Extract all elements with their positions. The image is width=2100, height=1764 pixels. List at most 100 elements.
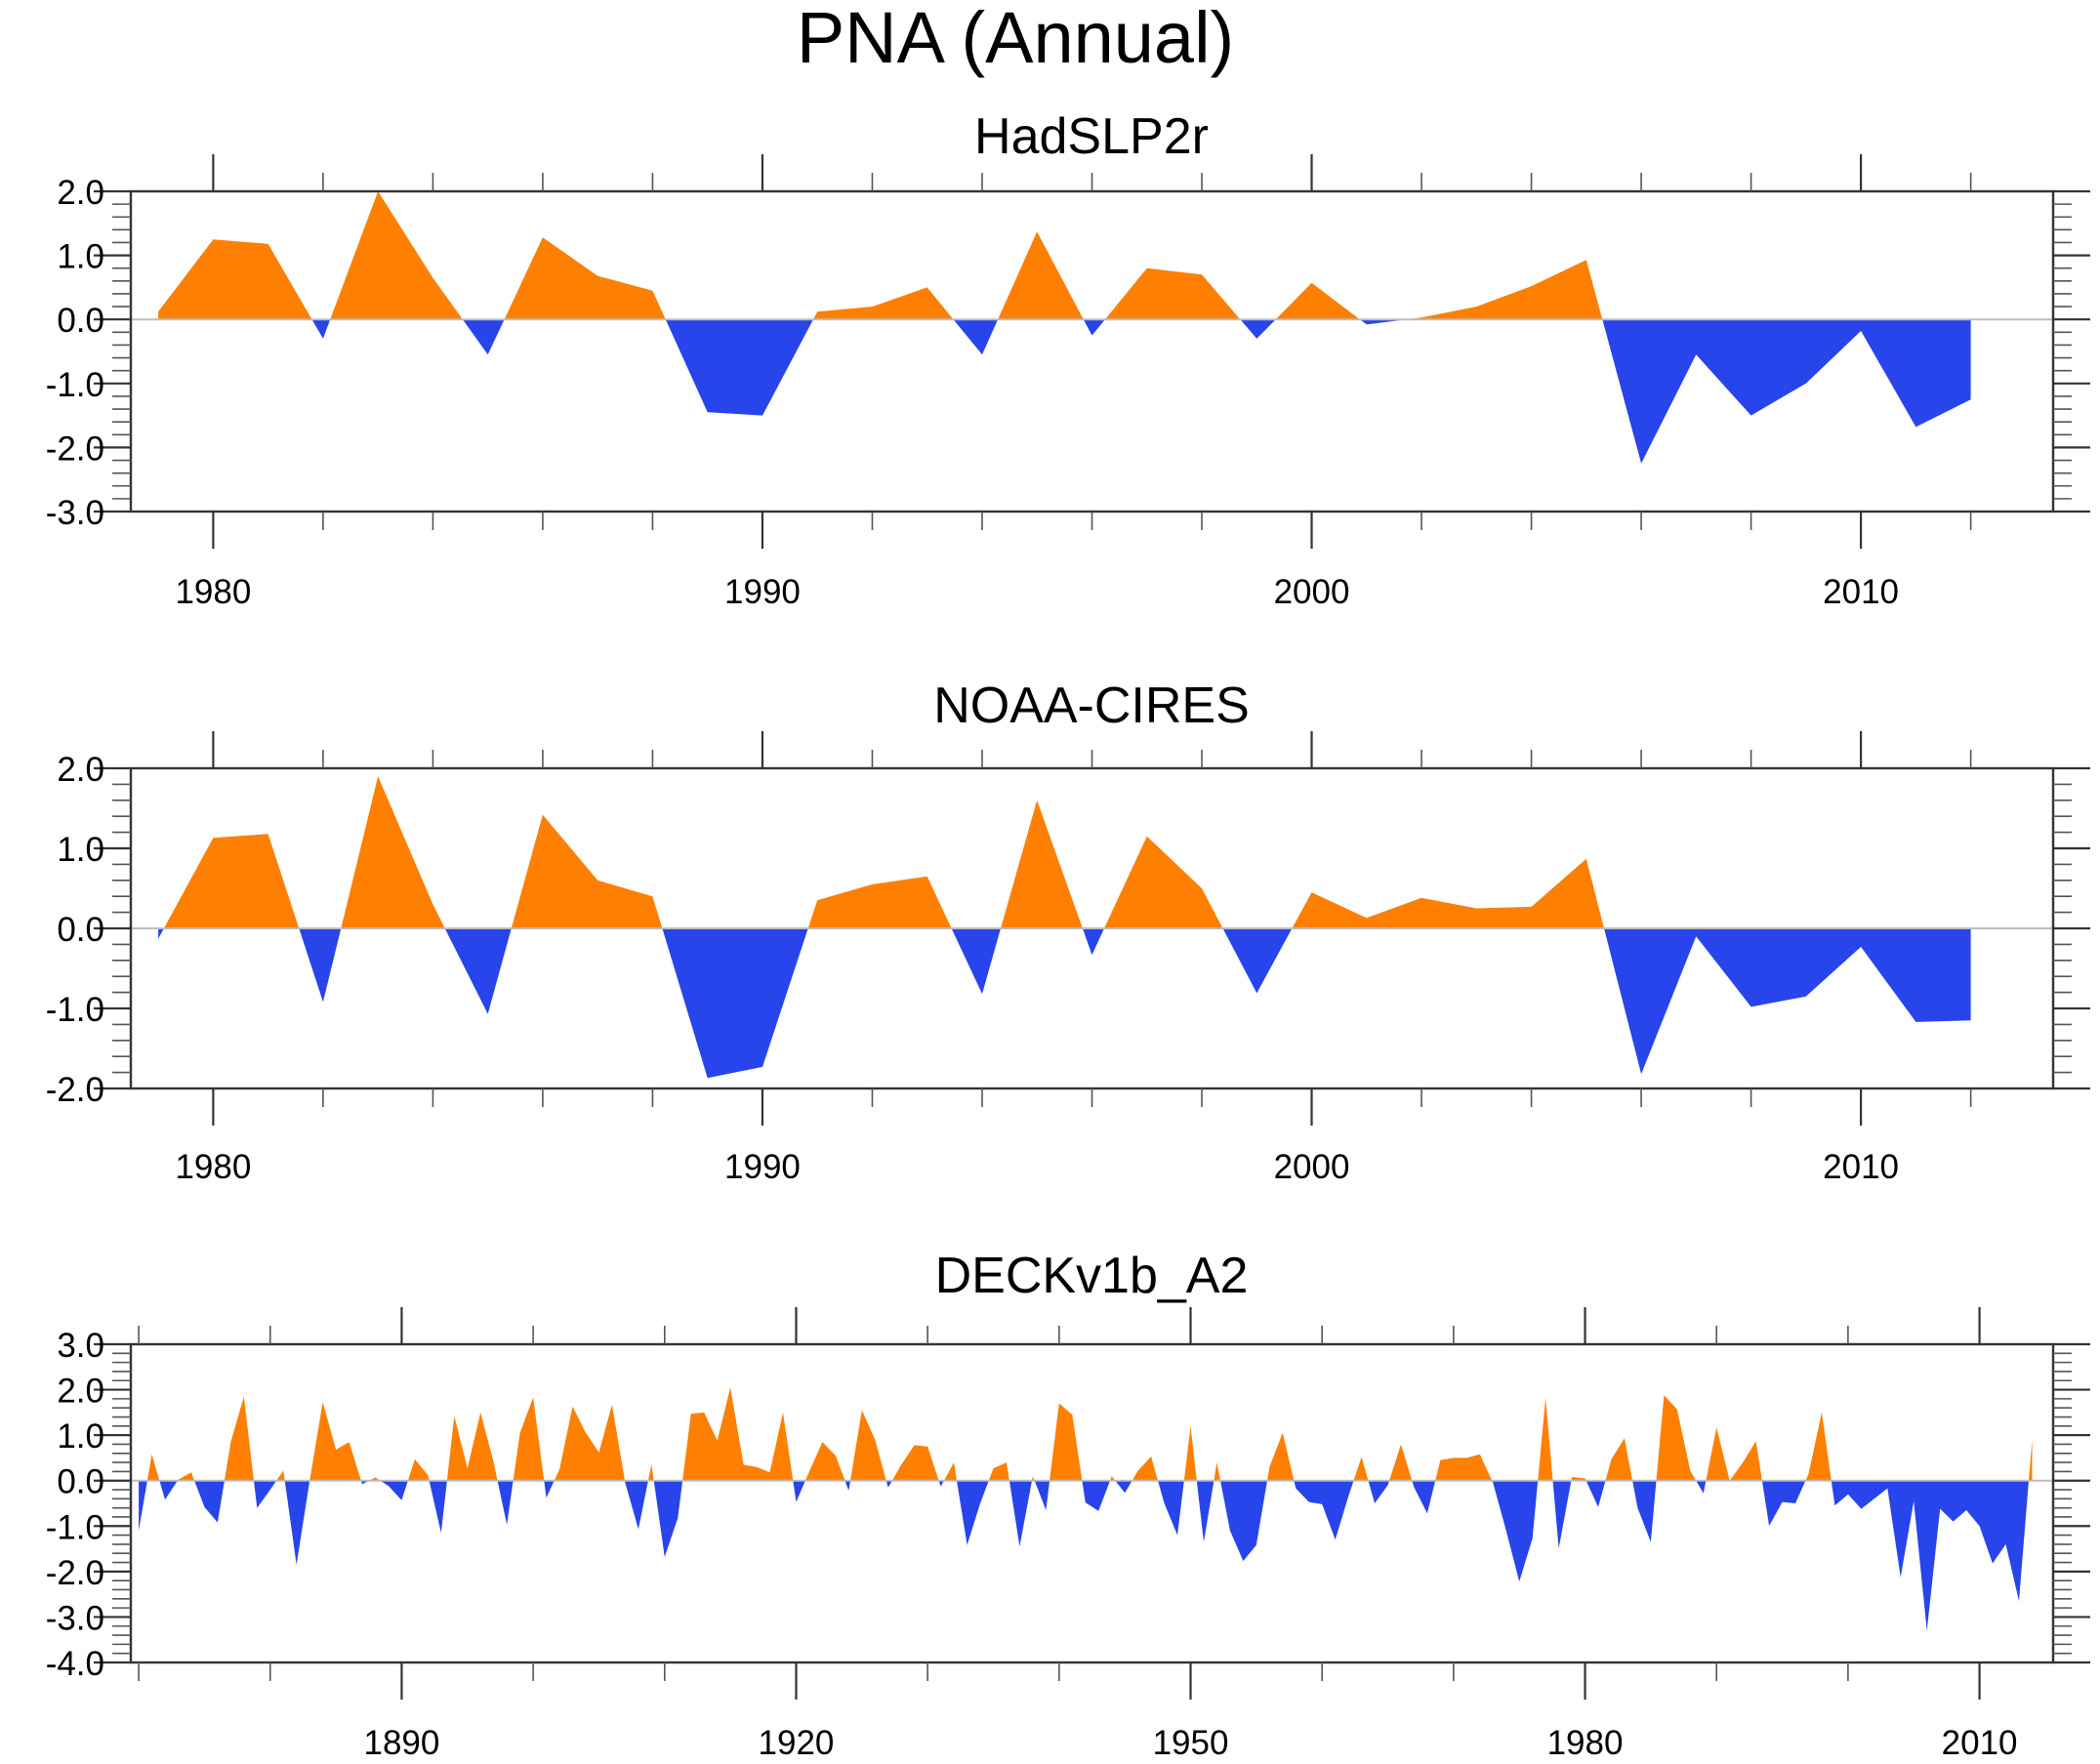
negative-anomaly-area (1083, 319, 1105, 336)
y-tick-label: 3.0 (57, 1327, 104, 1365)
positive-anomaly-area (1132, 1456, 1158, 1481)
positive-anomaly-area (813, 287, 954, 320)
positive-anomaly-area (1353, 1456, 1369, 1481)
negative-anomaly-area (429, 1480, 447, 1534)
positive-anomaly-area (1032, 1476, 1035, 1481)
positive-anomaly-area (804, 1442, 845, 1481)
negative-anomaly-area (953, 319, 999, 355)
x-tick-label: 2010 (1823, 1148, 1899, 1186)
panel-title: DECKv1b_A2 (935, 1248, 1249, 1304)
panel-noaa-cires: NOAA-CIRES 2.0 1.0 0.0 -1.0 -2.0 1980 1990 2000… (46, 677, 2090, 1186)
y-tick-label: 2.0 (57, 1373, 104, 1411)
panel-deckv1b-a2: DECKv1b_A2 3.0 2.0 1.0 0.0 -1.0 -2.0 -3.0 -4.0 1… (46, 1248, 2090, 1762)
positive-anomaly-area (407, 1458, 430, 1481)
positive-anomaly-area (807, 876, 952, 928)
negative-anomaly-area (1552, 1480, 1572, 1549)
positive-anomaly-area (1805, 1412, 1832, 1481)
negative-anomaly-area (938, 1480, 944, 1487)
panel-hadslp2r: HadSLP2r 2.0 1.0 0.0 -1.0 -2.0 -3.0 1980 1990 20… (46, 108, 2090, 611)
positive-anomaly-area (1214, 1462, 1220, 1481)
negative-anomaly-area (1604, 928, 1971, 1075)
y-tick-label: 1.0 (57, 238, 104, 276)
x-tick-label: 1980 (1547, 1724, 1624, 1762)
negative-anomaly-area (957, 1480, 989, 1545)
negative-anomaly-area (194, 1480, 225, 1523)
negative-anomaly-area (1831, 1480, 2029, 1631)
negative-anomaly-area (497, 1480, 514, 1525)
x-tick-label: 2000 (1274, 1148, 1350, 1186)
negative-anomaly-area (1220, 1480, 1267, 1562)
negative-anomaly-area (1240, 319, 1276, 339)
positive-anomaly-area (682, 1387, 794, 1481)
negative-anomaly-area (844, 1480, 850, 1491)
negative-anomaly-area (1761, 1480, 1806, 1527)
positive-anomaly-area (1435, 1454, 1493, 1481)
negative-anomaly-area (544, 1480, 555, 1498)
positive-anomaly-area (1183, 1425, 1197, 1481)
positive-anomaly-area (1267, 1432, 1295, 1481)
x-tick-label: 2000 (1274, 573, 1350, 611)
positive-anomaly-area (224, 1396, 254, 1481)
positive-anomaly-area (1110, 1476, 1116, 1481)
positive-anomaly-area (330, 191, 463, 320)
negative-anomaly-area (444, 928, 512, 1014)
positive-anomaly-area (146, 1454, 160, 1481)
y-tick-label: -3.0 (46, 1599, 104, 1637)
plot-frame (129, 1342, 2055, 1664)
negative-anomaly-area (951, 928, 1001, 995)
positive-anomaly-area (341, 776, 445, 928)
positive-anomaly-area (891, 1445, 939, 1481)
negative-anomaly-area (284, 1480, 310, 1565)
positive-anomaly-area (850, 1410, 886, 1481)
figure-title: PNA (Annual) (797, 0, 1234, 78)
x-tick-label: 1990 (724, 1148, 801, 1186)
negative-anomaly-area (462, 319, 505, 355)
y-tick-label: 1.0 (57, 1417, 104, 1456)
y-tick-label: 1.0 (57, 831, 104, 869)
negative-anomaly-area (254, 1480, 277, 1508)
negative-anomaly-area (653, 1480, 683, 1557)
negative-anomaly-area (1602, 319, 1971, 464)
y-tick-label: 0.0 (57, 302, 104, 340)
negative-anomaly-area (1368, 1480, 1389, 1503)
y-tick-label: -3.0 (46, 494, 104, 532)
x-tick-label: 1890 (364, 1724, 440, 1762)
positive-anomaly-area (1104, 836, 1223, 928)
positive-anomaly-area (1406, 260, 1603, 320)
x-tick-label: 1950 (1153, 1724, 1229, 1762)
negative-anomaly-area (665, 319, 813, 416)
y-tick-label: 0.0 (57, 1463, 104, 1501)
negative-anomaly-area (159, 1480, 178, 1500)
negative-anomaly-area (1696, 1480, 1707, 1494)
negative-anomaly-area (1034, 1480, 1050, 1510)
positive-anomaly-area (647, 1463, 654, 1481)
positive-anomaly-area (309, 1402, 361, 1481)
y-tick-label: -1.0 (46, 1508, 104, 1546)
x-tick-label: 2010 (1942, 1724, 2018, 1762)
positive-anomaly-area (177, 1472, 195, 1481)
positive-anomaly-area (2029, 1439, 2033, 1481)
x-tick-label: 1990 (724, 573, 801, 611)
y-tick-label: -1.0 (46, 991, 104, 1029)
positive-anomaly-area (163, 834, 300, 928)
x-tick-label: 2010 (1823, 573, 1899, 611)
x-tick-label: 1920 (759, 1724, 835, 1762)
positive-anomaly-area (504, 237, 666, 320)
positive-anomaly-area (1275, 282, 1360, 320)
x-tick-label: 1980 (175, 1148, 251, 1186)
negative-anomaly-area (1585, 1480, 1606, 1507)
negative-anomaly-area (1115, 1480, 1132, 1494)
positive-anomaly-area (1104, 267, 1241, 320)
negative-anomaly-area (625, 1480, 648, 1530)
negative-anomaly-area (158, 928, 164, 939)
x-tick-label: 1980 (175, 573, 251, 611)
negative-anomaly-area (662, 928, 808, 1079)
negative-anomaly-area (1632, 1480, 1657, 1542)
positive-anomaly-area (158, 239, 312, 320)
positive-anomaly-area (1538, 1398, 1553, 1481)
positive-anomaly-area (1050, 1403, 1083, 1481)
positive-anomaly-area (513, 1397, 545, 1481)
y-tick-label: 2.0 (57, 751, 104, 789)
positive-anomaly-area (1001, 800, 1083, 928)
positive-anomaly-area (1292, 858, 1604, 928)
